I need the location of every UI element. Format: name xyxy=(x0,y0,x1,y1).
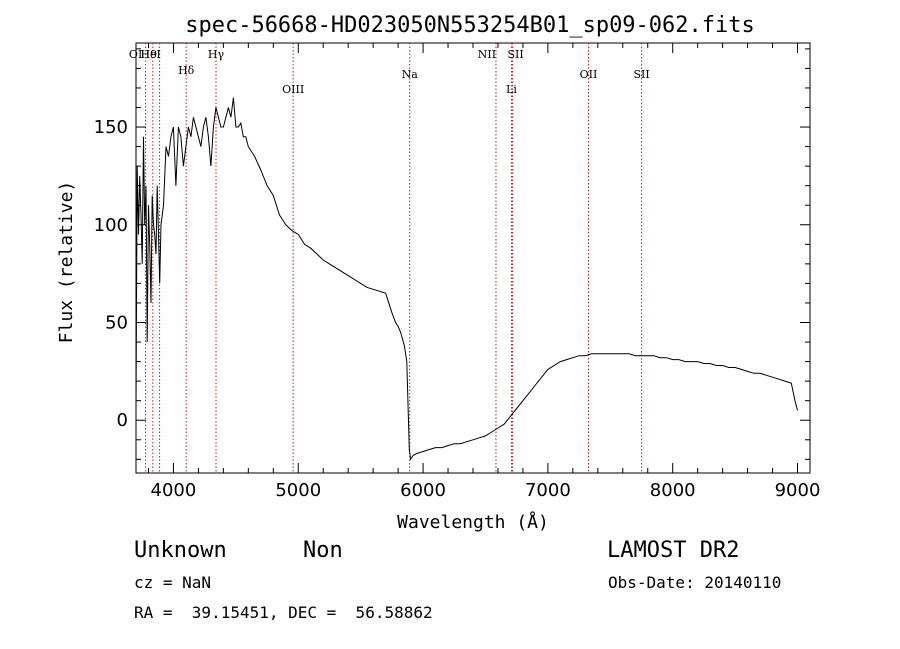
spectrum-line xyxy=(135,97,798,461)
annotation-label: Hγ xyxy=(208,48,225,61)
plot-frame xyxy=(135,42,811,474)
annotation-label: Li xyxy=(506,83,517,96)
x-axis-label: Wavelength (Å) xyxy=(397,511,549,533)
survey-label: LAMOST DR2 xyxy=(607,538,740,563)
annotation-label: OII xyxy=(580,68,598,81)
chart-title: spec-56668-HD023050N553254B01_sp09-062.f… xyxy=(185,13,755,38)
x-tick-label: 5000 xyxy=(275,480,321,501)
obs-date-text: Obs-Date: 20140110 xyxy=(608,573,782,592)
annotation-label: OIII xyxy=(282,83,304,96)
annotation-label: Hδ xyxy=(178,64,195,77)
annotation-label: NII xyxy=(478,48,496,61)
x-tick-label: 8000 xyxy=(650,480,696,501)
coordinates-text: RA = 39.15451, DEC = 56.58862 xyxy=(134,603,433,622)
annotation-label: SII xyxy=(507,48,523,61)
axis-ticks xyxy=(136,43,810,473)
tick-labels: 4000 5000 6000 7000 8000 9000 0 50 100 150 xyxy=(94,117,821,501)
y-tick-label: 0 xyxy=(117,410,128,431)
y-axis-label: Flux (relative) xyxy=(56,181,77,344)
redshift-text: cz = NaN xyxy=(134,573,212,592)
x-tick-label: 7000 xyxy=(525,480,571,501)
annotation-lines xyxy=(145,43,643,473)
annotation-label: Na xyxy=(402,68,419,81)
y-tick-label: 50 xyxy=(105,313,128,334)
annotation-label: HeI xyxy=(140,48,160,61)
y-tick-label: 150 xyxy=(94,117,128,138)
x-tick-label: 9000 xyxy=(775,480,821,501)
y-tick-label: 100 xyxy=(94,215,128,236)
annotation-label: H9 xyxy=(141,48,158,61)
annotation-label: OI xyxy=(129,48,142,61)
x-tick-label: 4000 xyxy=(151,480,197,501)
annotation-label: SII xyxy=(634,68,650,81)
spectrum-series xyxy=(135,97,798,461)
object-class: Non xyxy=(303,538,343,563)
object-name: Unknown xyxy=(134,538,227,563)
x-tick-label: 6000 xyxy=(400,480,446,501)
